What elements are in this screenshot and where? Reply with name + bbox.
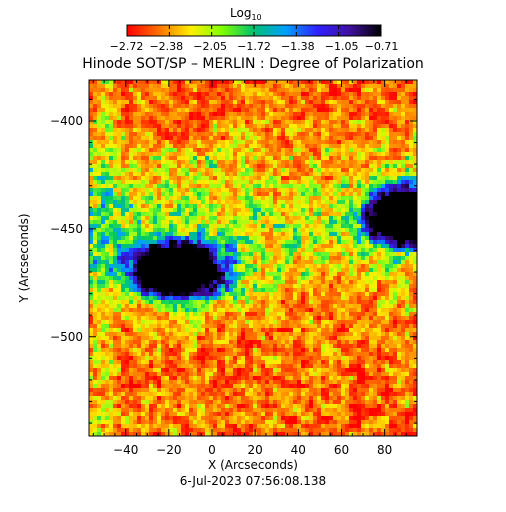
colorbar-tick-label: −1.05	[324, 40, 359, 53]
colorbar-tick-labels: −2.72 −2.38 −2.05 −1.72 −1.38 −1.05 −0.71	[100, 40, 420, 54]
heatmap-image	[89, 80, 417, 436]
plot-frame	[88, 79, 418, 437]
colorbar-tick-label: −1.38	[280, 40, 315, 53]
y-axis: −400 −450 −500	[50, 98, 417, 424]
colorbar-label: Log10	[230, 6, 262, 22]
y-tick-label: −450	[50, 222, 83, 236]
x-tick-label: 40	[291, 443, 306, 457]
x-tick-label: 60	[334, 443, 349, 457]
x-axis-label: X (Arcseconds)	[208, 458, 298, 472]
x-tick-label: 80	[377, 443, 392, 457]
y-tick-label: −500	[50, 330, 83, 344]
y-tick-label: −400	[50, 114, 83, 128]
timestamp: 6-Jul-2023 07:56:08.138	[179, 474, 327, 488]
colorbar-tick-label: −2.38	[149, 40, 184, 53]
x-tick-label: −20	[156, 443, 181, 457]
x-tick-label: 0	[208, 443, 216, 457]
x-tick-label: 20	[248, 443, 263, 457]
x-tick-label: −40	[113, 443, 138, 457]
colorbar-tick-label: −2.72	[109, 40, 144, 53]
colorbar-tick-label: −2.05	[193, 40, 228, 53]
x-axis: −40 −20 0 20 40 60 80	[92, 80, 418, 457]
colorbar-tick-label: −0.71	[364, 40, 399, 53]
colorbar-tick-label: −1.72	[237, 40, 271, 53]
chart-title: Hinode SOT/SP – MERLIN : Degree of Polar…	[82, 56, 424, 72]
